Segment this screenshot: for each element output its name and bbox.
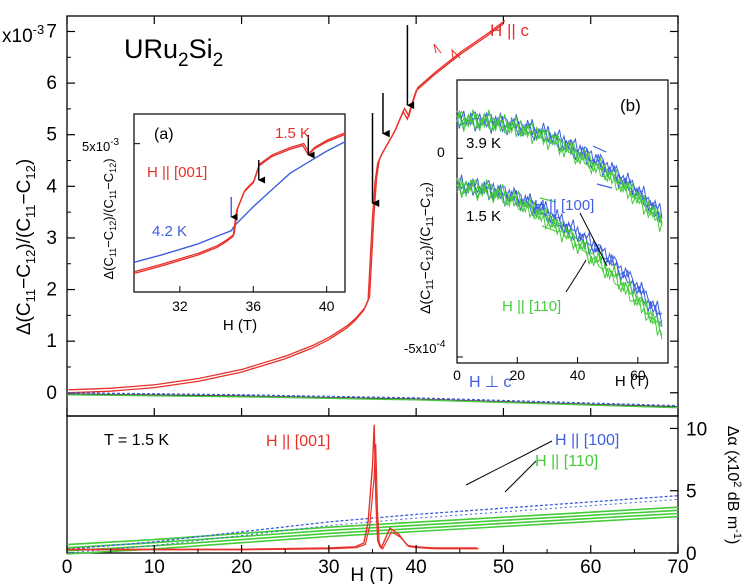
y-tick-label: 7	[46, 21, 57, 42]
series-h-perp-c-blue	[66, 392, 679, 407]
series-h-perp-c-dark	[66, 393, 679, 408]
inset-b-trace	[456, 115, 663, 223]
y-tick-label: 5	[46, 125, 57, 146]
inset-b-label-h110: H || [110]	[502, 298, 561, 315]
inset-b-x-ticks: 0 20 40 60	[453, 357, 646, 383]
inset-a-x-axis-label: H (T)	[223, 317, 257, 334]
top-y-axis-label: Δ(C11−C12)/(C11−C12)	[14, 159, 38, 335]
y-exponent: x10-3	[2, 22, 44, 47]
x-tick-label: 20	[231, 557, 252, 578]
inset-b-trace	[456, 109, 663, 219]
inset-b-sweep-arrow	[592, 145, 607, 153]
y-tick-label: 6	[46, 73, 57, 94]
series-h-perp-c-green	[66, 394, 679, 409]
series-h-110	[66, 509, 679, 549]
inset-a-x-tick-label: 36	[245, 298, 261, 314]
inset-b-trace	[456, 174, 663, 316]
label-h-par-c: H || c	[490, 21, 530, 40]
series-h-001	[67, 424, 478, 550]
x-tick-label: 70	[667, 557, 688, 578]
y-tick-label: 3	[46, 228, 57, 249]
sweep-arrow-down	[451, 48, 461, 60]
x-tick-label: 10	[144, 557, 165, 578]
inset-b-sweep-arrow	[596, 183, 613, 189]
inset-a-field-label: H || [001]	[147, 164, 207, 181]
inset-a-title: (a)	[154, 126, 174, 143]
inset-b-y-axis-label: Δ(C11−C12)/(C11−C12)	[417, 182, 436, 314]
y-tick-label: 0	[46, 383, 57, 404]
y-tick-label: 2	[46, 280, 57, 301]
inset-b-label-h100: H || [100]	[534, 197, 594, 214]
x-tick-label: 40	[406, 557, 427, 578]
chart-title: URu2Si2	[124, 34, 223, 71]
leader-h-110	[504, 460, 537, 493]
inset-b-x-tick-label: 0	[453, 367, 461, 383]
inset-a-label-1-5k: 1.5 K	[275, 125, 310, 142]
label-h-perp-c: H ⊥ c	[469, 374, 511, 391]
y-tick-label: 1	[46, 331, 57, 352]
x-tick-label: 0	[62, 557, 73, 578]
inset-b-trace	[456, 116, 663, 232]
series-h-100-down	[66, 498, 679, 554]
series-h-par-c-down	[68, 20, 506, 391]
inset-b-trace	[456, 111, 663, 227]
bottom-y-ticks: 0 5 10	[670, 419, 707, 565]
series-h-100	[66, 495, 679, 550]
inset-b-x-tick-label: 60	[630, 367, 646, 383]
y-tick-label: 4	[46, 176, 57, 197]
main-top-panel: 1 2 3 4 5 6 7 0 x10-3 URu2Si2 Δ(C11−C12)/(C11−C…	[2, 15, 679, 417]
bottom-x-ticks: 0 10 20 30 40 50 60 70	[62, 545, 689, 578]
top-y-ticks	[66, 16, 679, 416]
bottom-y-axis-label: Δα (x102 dB m-1)	[724, 426, 743, 545]
top-series	[66, 20, 679, 409]
right-y-tick-label: 5	[686, 482, 697, 503]
inset-b-leader-h110	[565, 259, 587, 293]
label-h-110: H || [110]	[535, 453, 598, 470]
inset-a-y-axis-label: Δ(C11−C12)/(C11−C12)	[101, 158, 118, 279]
inset-b-title: (b)	[620, 96, 641, 115]
inset-a-x-tick-label: 40	[319, 298, 335, 314]
inset-b-label-1-5k: 1.5 K	[466, 208, 501, 225]
inset-b-leader-h100	[579, 212, 608, 267]
series-h-110	[66, 512, 679, 552]
x-tick-label: 50	[493, 557, 514, 578]
inset-b-sweep-arrow	[539, 197, 557, 203]
right-y-tick-label: 10	[686, 419, 707, 440]
inset-b-trace	[456, 182, 663, 325]
leader-h-100	[465, 440, 553, 486]
inset-a-x-ticks: 32 36 40	[172, 286, 335, 314]
label-h-001: H || [001]	[266, 433, 330, 450]
main-bottom-panel: 0 10 20 30 40 50 60 70 0 5 10 T = 1.5 K H || [001…	[62, 415, 743, 584]
series-h-110	[66, 515, 679, 555]
bottom-series	[66, 424, 679, 555]
bottom-x-axis-label: H (T)	[350, 565, 393, 584]
inset-a-arrows	[230, 135, 315, 221]
inset-b-sweep-arrow	[541, 225, 559, 233]
inset-b-label-3-9k: 3.9 K	[466, 135, 501, 152]
x-tick-label: 60	[580, 557, 601, 578]
inset-b-series	[456, 109, 663, 358]
temperature-label: T = 1.5 K	[104, 432, 169, 449]
x-tick-label: 30	[318, 557, 339, 578]
inset-a-y-exponent: 5x10-3	[82, 137, 120, 154]
inset-b: 0 20 40 60 (b) 0 -5x10-4 3.9 K 1.5 K H || […	[404, 79, 669, 390]
label-h-100: H || [100]	[555, 432, 619, 449]
inset-a: 32 36 40 (a) 5x10-3 H || [001] 1.5 K 4.2 K…	[82, 113, 347, 334]
inset-a-label-4-2k: 4.2 K	[152, 223, 187, 240]
inset-b-trace	[456, 183, 663, 340]
series-h-110	[66, 506, 679, 546]
inset-b-y-zero: 0	[437, 144, 445, 160]
inset-a-x-tick-label: 32	[172, 298, 188, 314]
inset-b-x-axis-label: H (T)	[615, 373, 649, 390]
top-arrows	[371, 25, 415, 208]
inset-b-x-tick-label: 20	[509, 367, 525, 383]
right-y-tick-label: 0	[686, 544, 697, 565]
sweep-arrow-up	[433, 43, 442, 54]
inset-b-y-exponent: -5x10-4	[404, 339, 446, 356]
top-y-tick-labels: 1 2 3 4 5 6 7 0	[46, 21, 57, 403]
inset-b-x-tick-label: 40	[570, 367, 586, 383]
